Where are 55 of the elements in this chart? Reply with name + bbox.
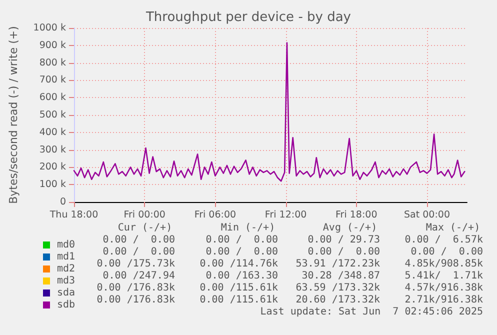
y-tick-label: 100 k — [39, 179, 66, 190]
text: 0.00 / 6.57k — [404, 234, 483, 246]
text: 53.91 /172.23k — [296, 258, 380, 270]
legend-label: sdb — [57, 300, 76, 310]
text: 0.00 / 29.73 — [308, 234, 380, 246]
text: 0.00 /163.30 — [206, 270, 278, 282]
y-tick-label: 0 — [60, 196, 66, 208]
y-tick-label: 700 k — [39, 74, 66, 86]
legend-label: md3 — [57, 276, 76, 286]
x-tick-label: Fri 18:00 — [336, 210, 378, 220]
text: 0.00 /114.76k — [200, 258, 278, 270]
x-tick-label: Fri 00:00 — [124, 210, 166, 220]
text: Min (-/+) — [220, 222, 276, 234]
text: 4.57k/916.38k — [404, 282, 483, 294]
x-tick-label: Sat 00:00 — [404, 210, 450, 220]
legend-label: md0 — [57, 240, 76, 250]
y-axis-title: Bytes/second read (-) / write (+) — [7, 26, 20, 204]
x-tick-label: Fri 12:00 — [264, 210, 307, 220]
text: 0.00 / 0.00 — [102, 246, 175, 258]
text: 0.00 /176.83k — [96, 282, 175, 294]
x-tick-label: Fri 06:00 — [194, 210, 236, 220]
x-tick-label: Thu 18:00 — [48, 210, 98, 220]
y-tick-label: 400 k — [39, 126, 66, 138]
legend-label: md1 — [57, 252, 76, 262]
text: 0.00 / 0.00 — [308, 246, 380, 258]
legend-label: md2 — [57, 264, 76, 274]
text: 0.00 /247.94 — [102, 270, 175, 282]
text: 30.28 /348.87 — [302, 270, 380, 282]
text: 4.85k/908.85k — [404, 258, 483, 270]
text: Last update: Sat Jun 7 02:45:06 2025 — [260, 306, 483, 318]
text: 0.00 /115.61k — [200, 294, 278, 306]
legend-label: sda — [57, 288, 76, 298]
text: 0.00 /115.61k — [200, 282, 278, 294]
text: Avg (-/+) — [322, 222, 378, 234]
text: 0.00 / 0.00 — [206, 246, 278, 258]
text: 63.59 /173.32k — [296, 282, 380, 294]
text: 0.00 / 0.00 — [410, 246, 483, 258]
y-tick-label: 200 k — [39, 162, 66, 173]
line-series — [73, 42, 466, 182]
text: 0.00 /176.83k — [96, 294, 175, 306]
y-tick-label: 500 k — [39, 110, 66, 120]
text: 0.00 / 0.00 — [206, 234, 278, 246]
chart-title: Throughput per device - by day — [144, 10, 352, 25]
text: 0.00 / 0.00 — [102, 234, 175, 246]
y-tick-label: 1000 k — [33, 22, 66, 34]
text: 20.60 /173.32k — [296, 294, 380, 306]
y-tick-label: 600 k — [39, 92, 66, 104]
text: 2.71k/916.38k — [404, 294, 483, 306]
text: Cur (-/+) — [118, 222, 172, 234]
text: 0.00 /175.73k — [96, 258, 175, 270]
y-tick-label: 300 k — [39, 144, 66, 156]
y-tick-label: 800 k — [39, 57, 66, 68]
text: 5.41k/ 1.71k — [404, 270, 483, 282]
y-tick-label: 900 k — [39, 40, 66, 51]
text: Max (-/+) — [426, 222, 480, 234]
